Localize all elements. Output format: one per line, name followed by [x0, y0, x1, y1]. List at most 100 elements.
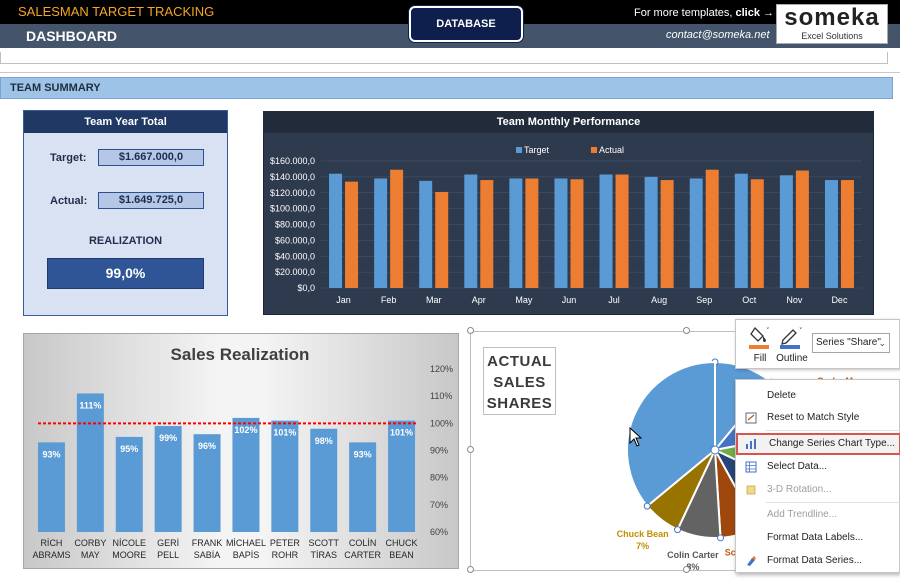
- shares-title-line: SALES: [493, 374, 546, 391]
- x-tick-label: BEAN: [389, 550, 414, 560]
- realization-bar: [271, 420, 299, 532]
- bar-data-label: 96%: [198, 441, 216, 451]
- x-tick-label: Sep: [696, 295, 712, 305]
- monthly-performance-chart[interactable]: $0,0 $20.000,0 $40.000,0 $60.000,0 $80.000,0…: [263, 111, 874, 315]
- more-templates-text: For more templates, click →: [634, 7, 774, 19]
- bar-data-label: 99%: [159, 433, 177, 443]
- y-tick-label: 70%: [430, 500, 448, 510]
- menu-item-select-data[interactable]: Select Data...: [736, 456, 900, 478]
- y-tick-label: 120%: [430, 364, 453, 374]
- menu-item-reset-style[interactable]: Reset to Match Style: [736, 407, 900, 429]
- menu-item-delete[interactable]: Delete: [736, 385, 900, 407]
- menu-item-format-data-series[interactable]: Format Data Series...: [736, 550, 900, 572]
- bar-target: [644, 176, 658, 288]
- legend-swatch: [591, 147, 597, 153]
- bar-target: [779, 175, 793, 288]
- mouse-cursor-icon: [629, 427, 643, 447]
- pie-slice: [626, 360, 716, 508]
- x-tick-label: CHUCK: [386, 538, 418, 548]
- pen-outline-icon: ˅: [780, 327, 803, 349]
- bar-target: [464, 174, 478, 288]
- x-tick-label: SABİA: [194, 550, 221, 560]
- svg-text:˅: ˅: [799, 327, 803, 335]
- x-tick-label: SCOTT: [309, 538, 340, 548]
- bar-actual: [390, 169, 404, 288]
- bar-actual: [570, 179, 584, 288]
- svg-text:˅: ˅: [766, 327, 770, 335]
- bar-actual: [345, 181, 359, 288]
- x-tick-label: NİCOLE: [112, 538, 146, 548]
- menu-item-change-chart-type[interactable]: Change Series Chart Type...: [736, 433, 900, 455]
- x-tick-label: COLİN: [349, 538, 377, 548]
- slice-value: 8%: [686, 562, 699, 572]
- format-toolbar: ˅ Fill ˅ Outline Series "Share" ⌄: [735, 319, 900, 369]
- team-year-total-card: Team Year Total Target: $1.667.000,0 Act…: [23, 110, 228, 316]
- x-tick-label: Aug: [651, 295, 667, 305]
- outline-button[interactable]: ˅ Outline: [774, 324, 810, 366]
- menu-item-format-data-labels[interactable]: Format Data Labels...: [736, 527, 900, 549]
- y-tick-label: 60%: [430, 527, 448, 537]
- bar-actual: [480, 180, 494, 288]
- x-tick-label: Nov: [786, 295, 803, 305]
- x-tick-label: MİCHAEL: [226, 538, 266, 548]
- format-series-icon: [747, 556, 756, 566]
- resize-handle[interactable]: [467, 446, 474, 453]
- resize-handle[interactable]: [683, 566, 690, 573]
- y-tick-label: 80%: [430, 473, 448, 483]
- x-tick-label: ABRAMS: [32, 550, 70, 560]
- menu-separator: [766, 430, 900, 431]
- bar-actual: [705, 169, 719, 288]
- actual-value: $1.649.725,0: [98, 192, 204, 209]
- menu-item-label: Format Data Series...: [767, 555, 863, 566]
- divider: [0, 72, 900, 73]
- resize-handle[interactable]: [467, 566, 474, 573]
- shares-title-box: ACTUAL SALES SHARES: [483, 347, 556, 415]
- more-templates-link[interactable]: click →: [735, 7, 775, 19]
- menu-separator: [766, 502, 900, 503]
- bar-data-label: 111%: [79, 400, 101, 410]
- slice-value: 7%: [636, 541, 649, 551]
- logo-name: someka: [784, 4, 880, 31]
- menu-item-label: 3-D Rotation...: [767, 484, 832, 495]
- bar-actual: [660, 180, 674, 288]
- realization-bar: [388, 420, 416, 532]
- realization-bar: [76, 393, 104, 532]
- bar-actual: [525, 178, 539, 288]
- shares-title-line: SHARES: [486, 395, 553, 412]
- x-tick-label: ROHR: [272, 550, 299, 560]
- shares-title-line: ACTUAL: [487, 353, 552, 370]
- realization-value: 99,0%: [47, 258, 204, 289]
- section-title: TEAM SUMMARY: [0, 77, 893, 99]
- legend-label: Target: [524, 145, 550, 155]
- menu-item-label: Change Series Chart Type...: [769, 438, 895, 449]
- bar-data-label: 102%: [234, 425, 257, 435]
- database-button[interactable]: DATABASE: [409, 6, 523, 42]
- y-tick-label: $80.000,0: [275, 220, 315, 230]
- menu-item-label: Delete: [767, 390, 796, 401]
- realization-bar: [193, 434, 221, 532]
- bar-actual: [615, 174, 629, 288]
- x-tick-label: Feb: [381, 295, 397, 305]
- realization-bar: [154, 426, 182, 532]
- y-tick-label: 110%: [430, 391, 452, 401]
- chart-title: Sales Realization: [171, 345, 310, 364]
- bar-target: [689, 178, 703, 288]
- realization-bar: [232, 417, 260, 532]
- resize-handle[interactable]: [467, 327, 474, 334]
- contact-email[interactable]: contact@someka.net: [666, 29, 770, 41]
- sales-realization-chart[interactable]: Sales Realization 60% 70% 80% 90% 100% 110% 120…: [23, 333, 459, 569]
- x-tick-label: Jan: [336, 295, 351, 305]
- x-tick-label: Oct: [742, 295, 757, 305]
- menu-item-label: Add Trendline...: [767, 509, 838, 520]
- slice-label: Chuck Bean: [617, 529, 669, 539]
- bar-data-label: 93%: [42, 449, 60, 459]
- bar-target: [419, 180, 433, 288]
- fill-button[interactable]: ˅ Fill: [745, 324, 775, 366]
- someka-logo[interactable]: someka Excel Solutions: [776, 4, 888, 44]
- resize-handle[interactable]: [683, 327, 690, 334]
- selection-handle: [643, 502, 651, 510]
- target-value: $1.667.000,0: [98, 149, 204, 166]
- monthly-chart-title: Team Monthly Performance: [263, 111, 874, 133]
- slice-label: Colin Carter: [667, 550, 719, 560]
- series-select[interactable]: Series "Share" ⌄: [812, 333, 890, 353]
